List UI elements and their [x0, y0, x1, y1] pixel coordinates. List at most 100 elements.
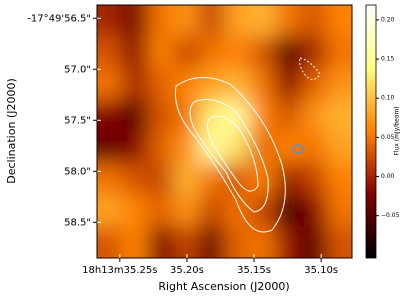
image-cell [250, 99, 276, 132]
image-cell [97, 68, 123, 101]
image-cell [199, 99, 225, 132]
image-cell [148, 99, 174, 132]
image-cell [97, 131, 123, 164]
image-cell [173, 99, 200, 132]
image-cell [173, 5, 200, 38]
image-cell [173, 68, 200, 101]
image-cell [148, 163, 174, 196]
image-cell [148, 226, 174, 258]
image-cell [199, 5, 225, 38]
image-cell [97, 99, 123, 132]
image-cell [301, 226, 327, 258]
image-cell [326, 131, 352, 164]
colorbar [365, 4, 377, 259]
image-cell [275, 226, 302, 258]
image-cell [122, 5, 149, 38]
image-cell [97, 163, 123, 196]
x-tick-label: 18h13m35.25s [82, 265, 157, 276]
colorbar-tick-label: 0.00 [381, 173, 395, 180]
image-cell [173, 163, 200, 196]
image-cell [301, 36, 327, 69]
image-cell [275, 5, 302, 38]
image-cell [148, 131, 174, 164]
image-cell [122, 99, 149, 132]
image-cell [97, 36, 123, 69]
image-cell [97, 5, 123, 38]
image-cell [122, 163, 149, 196]
colorbar-tick-label: 0.15 [381, 56, 395, 63]
image-cell [122, 226, 149, 258]
image-cell [173, 36, 200, 69]
colorbar-label: Flux (mJy/beam) [394, 106, 401, 155]
image-cell [122, 131, 149, 164]
image-cell [250, 5, 276, 38]
image-cell [275, 99, 302, 132]
image-area [97, 5, 352, 258]
image-cell [326, 5, 352, 38]
contour-outer [174, 77, 286, 233]
y-tick-label: 58.0" [64, 166, 91, 177]
image-cell [122, 194, 149, 227]
image-cell [275, 163, 302, 196]
image-frame [96, 4, 353, 259]
image-cell [326, 163, 352, 196]
image-cell [148, 68, 174, 101]
image-cell [224, 5, 251, 38]
image-cell [326, 36, 352, 69]
image-cell [199, 36, 225, 69]
x-tick-label: 35.15s [237, 265, 271, 276]
y-tick-label: 57.5" [64, 115, 91, 126]
colorbar-tick-label: −0.05 [381, 212, 400, 219]
contour-inner [206, 116, 259, 192]
image-cell [173, 226, 200, 258]
contours [174, 57, 321, 233]
image-cell [199, 163, 225, 196]
y-tick-label: 57.0" [64, 64, 91, 75]
image-cell [326, 194, 352, 227]
image-cell [250, 68, 276, 101]
image-cell [97, 226, 123, 258]
image-cell [275, 36, 302, 69]
colorbar-tick-label: 0.05 [381, 134, 395, 141]
image-cell [301, 5, 327, 38]
image-cell [275, 131, 302, 164]
image-cell [224, 68, 251, 101]
image-cell [224, 226, 251, 258]
image-cell [250, 131, 276, 164]
image-cell [173, 131, 200, 164]
image-cell [148, 5, 174, 38]
y-axis-label: Declination (J2000) [5, 78, 18, 184]
image-cell [173, 194, 200, 227]
x-axis-label: Right Ascension (J2000) [158, 280, 289, 293]
image-cell [301, 194, 327, 227]
image-cells [97, 5, 352, 258]
y-tick-label: -17°49'56.5" [27, 13, 91, 24]
image-cell [97, 194, 123, 227]
colorbar-tick-label: 0.10 [381, 95, 395, 102]
beam [291, 144, 305, 154]
image-cell [301, 99, 327, 132]
image-cell [275, 68, 302, 101]
image-cell [250, 36, 276, 69]
image-cell [301, 163, 327, 196]
image-cell [224, 36, 251, 69]
image-cell [199, 68, 225, 101]
image-cell [148, 36, 174, 69]
image-cell [326, 226, 352, 258]
image-cell [199, 194, 225, 227]
image-cell [301, 131, 327, 164]
image-cell [199, 226, 225, 258]
image-cell [275, 194, 302, 227]
image-cell [326, 99, 352, 132]
y-tick-label: 58.5" [64, 217, 91, 228]
x-tick-label: 35.20s [170, 265, 204, 276]
image-cell [250, 194, 276, 227]
image-cell [301, 68, 327, 101]
image-cell [224, 131, 251, 164]
contour-mid [189, 99, 269, 213]
colorbar-tick-label: 0.20 [381, 16, 395, 23]
image-cell [148, 194, 174, 227]
image-cell [326, 68, 352, 101]
image-cell [122, 68, 149, 101]
